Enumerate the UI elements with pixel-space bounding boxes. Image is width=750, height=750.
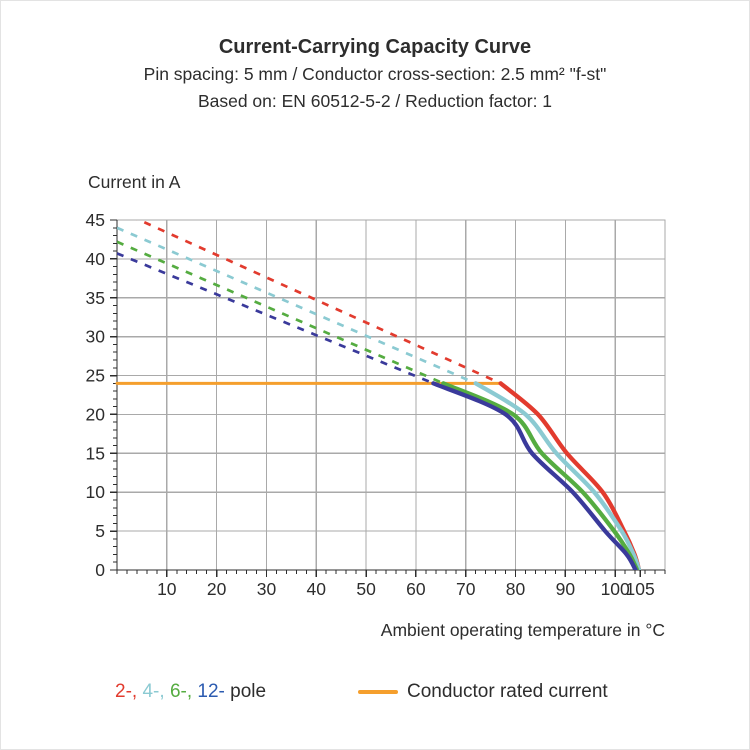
y-tick-label: 15 — [86, 443, 105, 463]
x-tick-label: 105 — [625, 579, 654, 599]
gridlines — [117, 220, 665, 570]
y-tick-label: 25 — [86, 366, 105, 386]
curve-6-pole-solid — [441, 381, 640, 570]
y-tick-label: 40 — [86, 249, 106, 269]
x-tick-label: 70 — [456, 579, 476, 599]
y-tick-label: 20 — [86, 404, 106, 424]
x-tick-label: 80 — [506, 579, 526, 599]
curve-12-pole-solid — [431, 381, 638, 570]
y-tick-label: 30 — [86, 327, 106, 347]
rated-current-line-swatch — [358, 690, 398, 694]
curve-4-pole-solid — [473, 381, 642, 570]
legend-pole-segment: 4- — [142, 681, 160, 702]
x-tick-label: 90 — [556, 579, 576, 599]
plot-frame — [116, 219, 666, 571]
legend-row: 2-, 4-, 6-, 12- pole Conductor rated cur… — [0, 681, 750, 707]
y-tick-label: 35 — [86, 288, 105, 308]
legend-pole-segment: 2- — [115, 681, 132, 702]
legend-pole-segment: 12- — [197, 681, 225, 702]
plot-border — [116, 219, 666, 571]
x-tick-label: 30 — [257, 579, 277, 599]
x-tick-label: 50 — [356, 579, 376, 599]
legend-pole-segment: , — [131, 681, 143, 702]
y-tick-label: 5 — [95, 521, 105, 541]
y-tick-labels: 0 5 10 15 20 25 30 35 40 45 — [86, 210, 106, 580]
x-tick-label: 60 — [406, 579, 426, 599]
y-tick-label: 45 — [86, 210, 105, 230]
chart-title: Current-Carrying Capacity Curve — [218, 36, 532, 58]
y-tick-label: 10 — [86, 482, 106, 502]
x-tick-label: 100 — [601, 579, 630, 599]
legend-pole-segment: , — [186, 681, 198, 702]
curve-12-pole-dashed — [117, 252, 434, 385]
legend-pole-labels: 2-, 4-, 6-, 12- pole — [115, 681, 266, 703]
x-tick-label: 20 — [207, 579, 227, 599]
x-tick-label: 10 — [157, 579, 177, 599]
legend-pole-segment: pole — [224, 681, 267, 702]
chart-subtitle-specs: Pin spacing: 5 mm / Conductor cross-sect… — [143, 64, 607, 84]
y-tick-label: 0 — [95, 560, 105, 580]
curve-4-pole-dashed — [117, 226, 477, 385]
curve-6-pole-dashed — [117, 240, 444, 385]
chart-subtitle-standard: Based on: EN 60512-5-2 / Reduction facto… — [197, 91, 553, 111]
dashed-curves — [117, 220, 502, 385]
y-axis-title: Current in A — [88, 172, 181, 192]
axis-ticks — [110, 219, 666, 577]
legend-rated-current: Conductor rated current — [358, 681, 608, 703]
x-axis-title: Ambient operating temperature in °C — [380, 620, 665, 640]
x-tick-label: 40 — [307, 579, 327, 599]
title-block: Current-Carrying Capacity Curve Pin spac… — [0, 34, 750, 115]
curve-2-pole-dashed — [136, 220, 502, 385]
solid-curves — [431, 381, 642, 570]
rated-current-label: Conductor rated current — [407, 681, 608, 702]
legend-pole-segment: 6- — [169, 681, 187, 702]
legend-pole-segment: , — [159, 681, 170, 702]
